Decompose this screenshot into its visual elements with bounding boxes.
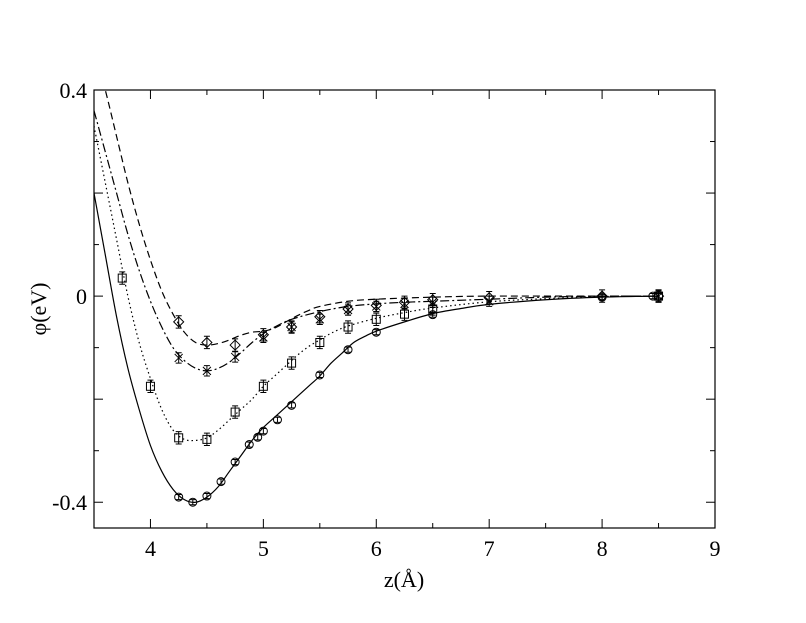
series-4 [104,90,665,352]
series-line [94,110,659,372]
x-tick-label: 4 [145,536,156,561]
data-point-diamond [596,290,608,302]
data-point-square [315,337,325,347]
data-point-circle [258,426,268,436]
error-bar [203,335,210,350]
y-axis-label: φ(eV) [26,282,51,335]
plot-frame [93,89,716,529]
data-point-x [174,353,184,363]
error-bar [486,290,493,305]
data-point-diamond [257,329,270,341]
data-point-square [174,433,184,443]
y-tick-label: 0.4 [60,78,88,103]
data-point-circle [371,327,381,337]
x-tick-label: 6 [371,536,382,561]
y-tick-label: 0 [76,284,87,309]
x-tick-label: 9 [710,536,721,561]
data-point-diamond [483,291,495,304]
error-bar [246,441,253,448]
error-bar [373,329,380,336]
error-bar [218,478,225,485]
data-point-diamond [201,336,213,349]
data-point-diamond [342,303,354,315]
data-point-square [117,273,127,283]
error-bar [288,402,295,409]
data-point-diamond [172,316,185,328]
data-point-square [400,309,409,319]
data-point-diamond [229,339,241,351]
series-line [94,125,659,442]
series-line [94,192,659,503]
data-point-x [202,366,212,376]
series-1 [94,192,664,507]
error-bar [260,428,267,435]
data-point-square [343,322,353,332]
error-bar [316,371,323,379]
error-bar [655,289,662,303]
data-point-circle [230,457,240,467]
series-layer [94,90,665,507]
data-point-diamond [398,296,411,309]
x-axis-label: z(Å) [384,567,424,592]
data-point-square [145,381,155,391]
error-bar [345,346,352,353]
error-bar [189,499,196,506]
data-point-circle [287,400,297,410]
data-point-circle [343,345,353,355]
error-bar [260,328,267,342]
data-point-circle [244,440,254,450]
data-point-diamond [314,311,326,323]
error-bar [203,492,210,500]
data-point-circle [216,477,226,487]
data-point-square [371,314,381,324]
error-bar [254,434,261,441]
error-bar [345,302,352,316]
y-tick-label: -0.4 [52,490,87,515]
data-point-diamond [652,290,665,302]
error-bar [401,295,408,309]
error-bar [232,458,239,466]
error-bar [232,338,239,352]
error-bar [288,320,295,334]
data-point-circle [174,492,184,502]
x-tick-label: 8 [597,536,608,561]
x-tick-label: 5 [258,536,269,561]
data-point-circle [202,491,212,501]
data-point-circle [188,497,198,507]
data-point-square [202,434,212,444]
data-point-circle [315,370,325,380]
axis-ticks [93,89,716,528]
data-point-square [258,381,268,391]
error-bar [316,310,323,324]
x-tick-label: 7 [484,536,495,561]
error-bar [429,293,436,307]
error-bar [274,416,281,423]
data-point-diamond [427,294,439,306]
series-2 [94,125,664,447]
data-point-diamond [285,321,298,333]
data-point-diamond [370,299,382,312]
data-point-circle [253,432,263,442]
error-bar [175,494,182,501]
error-bar [599,289,606,303]
tick-labels: 4 5 6 7 8 9 -0.4 0 0.4 [52,78,720,561]
data-point-square [287,358,297,368]
data-point-square [230,407,240,417]
data-point-circle [272,415,282,425]
error-bar [175,315,182,329]
data-point-x [230,352,240,362]
error-bar [373,298,380,313]
